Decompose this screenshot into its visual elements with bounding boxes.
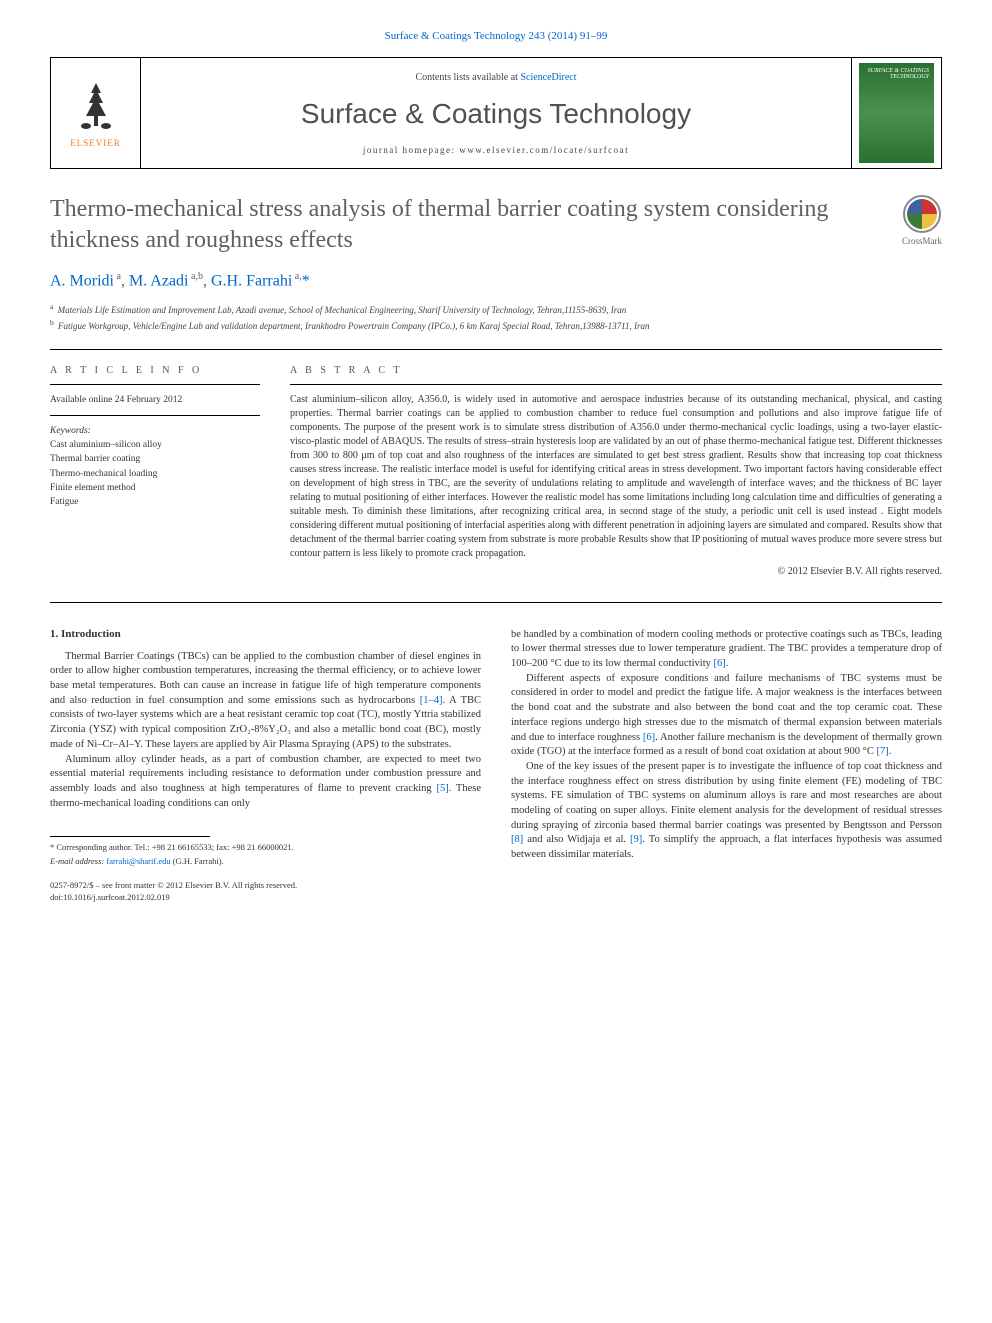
- article-title: Thermo-mechanical stress analysis of the…: [50, 194, 882, 256]
- separator: [50, 349, 942, 350]
- copyright-line: © 2012 Elsevier B.V. All rights reserved…: [290, 566, 942, 577]
- abstract-column: A B S T R A C T Cast aluminium–silicon a…: [290, 365, 942, 577]
- ref-6a[interactable]: [6]: [714, 658, 726, 669]
- journal-title: Surface & Coatings Technology: [151, 98, 841, 130]
- email-footnote: E-mail address: farrahi@sharif.edu (G.H.…: [50, 856, 481, 868]
- author-1[interactable]: A. Moridi: [50, 273, 114, 290]
- contents-prefix: Contents lists available at: [415, 72, 520, 83]
- body-column-right: be handled by a combination of modern co…: [511, 628, 942, 904]
- intro-para-1: Thermal Barrier Coatings (TBCs) can be a…: [50, 650, 481, 753]
- cover-image: SURFACE & COATINGS TECHNOLOGY: [859, 63, 934, 163]
- body-columns: 1. Introduction Thermal Barrier Coatings…: [50, 628, 942, 904]
- keyword-5: Fatigue: [50, 495, 260, 509]
- contents-line: Contents lists available at ScienceDirec…: [151, 72, 841, 83]
- citation-link[interactable]: Surface & Coatings Technology 243 (2014)…: [385, 30, 608, 42]
- bottom-issn: 0257-8972/$ – see front matter © 2012 El…: [50, 880, 481, 892]
- author-3[interactable]: G.H. Farrahi: [211, 273, 292, 290]
- ref-5[interactable]: [5]: [436, 783, 448, 794]
- affiliation-b: Fatigue Workgroup, Vehicle/Engine Lab an…: [58, 321, 649, 331]
- keyword-2: Thermal barrier coating: [50, 452, 260, 466]
- info-heading: A R T I C L E I N F O: [50, 365, 260, 376]
- journal-cover: SURFACE & COATINGS TECHNOLOGY: [851, 58, 941, 168]
- publisher-logo: ELSEVIER: [51, 58, 141, 168]
- author-1-sup: a: [114, 271, 121, 282]
- bottom-doi: doi:10.1016/j.surfcoat.2012.02.019: [50, 892, 481, 904]
- keyword-1: Cast aluminium–silicon alloy: [50, 438, 260, 452]
- email-link[interactable]: farrahi@sharif.edu: [106, 856, 170, 866]
- abstract-heading: A B S T R A C T: [290, 365, 942, 376]
- elsevier-tree-icon: [71, 78, 121, 133]
- affiliation-a: Materials Life Estimation and Improvemen…: [58, 305, 627, 315]
- citation-header: Surface & Coatings Technology 243 (2014)…: [50, 30, 942, 42]
- homepage-line: journal homepage: www.elsevier.com/locat…: [151, 145, 841, 155]
- homepage-url: www.elsevier.com/locate/surfcoat: [459, 145, 629, 155]
- corresponding-mark[interactable]: *: [302, 273, 310, 290]
- ref-1-4[interactable]: [1–4]: [420, 695, 443, 706]
- sciencedirect-link[interactable]: ScienceDirect: [520, 72, 576, 83]
- crossmark-badge[interactable]: CrossMark: [902, 194, 942, 246]
- intro-para-3: Different aspects of exposure conditions…: [511, 672, 942, 760]
- ref-6b[interactable]: [6]: [643, 732, 655, 743]
- available-online: Available online 24 February 2012: [50, 393, 260, 407]
- crossmark-label: CrossMark: [902, 236, 942, 246]
- author-2-sup: a,b: [189, 271, 203, 282]
- body-column-left: 1. Introduction Thermal Barrier Coatings…: [50, 628, 481, 904]
- email-suffix: (G.H. Farrahi).: [171, 856, 224, 866]
- homepage-prefix: journal homepage:: [363, 145, 459, 155]
- corresponding-footnote: * Corresponding author. Tel.: +98 21 661…: [50, 842, 481, 854]
- authors-line: A. Moridi a, M. Azadi a,b, G.H. Farrahi …: [50, 271, 942, 290]
- intro-para-1-cont: be handled by a combination of modern co…: [511, 628, 942, 672]
- abstract-text: Cast aluminium–silicon alloy, A356.0, is…: [290, 393, 942, 561]
- email-label: E-mail address:: [50, 856, 104, 866]
- author-2[interactable]: M. Azadi: [129, 273, 189, 290]
- ref-9[interactable]: [9]: [630, 834, 642, 845]
- author-3-sup: a,: [292, 271, 301, 282]
- publisher-name: ELSEVIER: [70, 138, 121, 148]
- article-info-column: A R T I C L E I N F O Available online 2…: [50, 365, 260, 577]
- affiliations: a Materials Life Estimation and Improvem…: [50, 301, 942, 334]
- keywords-label: Keywords:: [50, 424, 260, 438]
- header-center: Contents lists available at ScienceDirec…: [141, 58, 851, 168]
- intro-para-2: Aluminum alloy cylinder heads, as a part…: [50, 753, 481, 812]
- section-1-heading: 1. Introduction: [50, 628, 481, 640]
- journal-header: ELSEVIER Contents lists available at Sci…: [50, 57, 942, 169]
- keyword-3: Thermo-mechanical loading: [50, 467, 260, 481]
- crossmark-icon: [902, 194, 942, 234]
- ref-7[interactable]: [7]: [876, 746, 888, 757]
- footnote-separator: [50, 836, 210, 837]
- intro-para-4: One of the key issues of the present pap…: [511, 760, 942, 863]
- ref-8[interactable]: [8]: [511, 834, 523, 845]
- separator-body: [50, 602, 942, 603]
- keyword-4: Finite element method: [50, 481, 260, 495]
